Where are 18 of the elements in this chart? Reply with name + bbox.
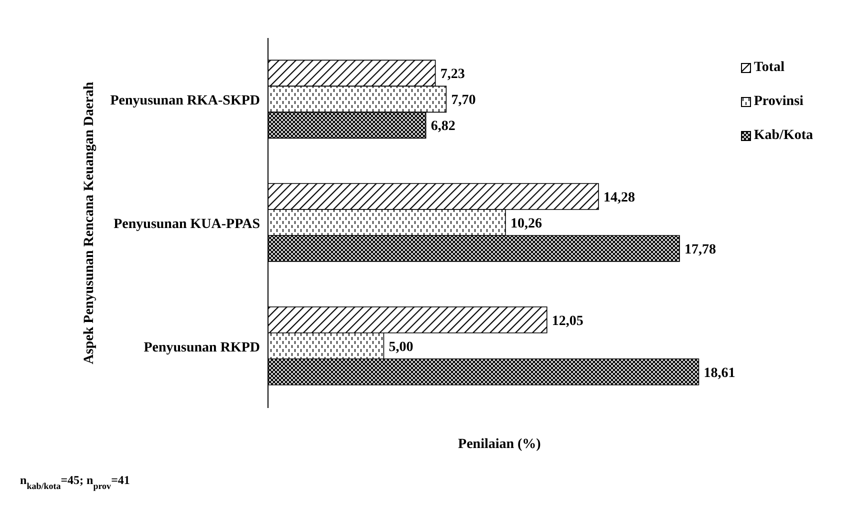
data-label: 10,26 bbox=[510, 216, 542, 232]
x-axis-title: Penilaian (%) bbox=[458, 437, 542, 452]
data-label: 12,05 bbox=[552, 314, 584, 329]
legend-label: Total bbox=[754, 60, 784, 76]
data-label: 7,23 bbox=[440, 67, 465, 82]
data-label: 14,28 bbox=[603, 190, 635, 206]
data-label: 17,78 bbox=[684, 242, 716, 258]
y-axis-title: Aspek Penyusunan Rencana Keuangan Daerah bbox=[82, 82, 97, 364]
y-tick-label: Penyusunan KUA-PPAS bbox=[114, 216, 260, 232]
y-tick-label: Penyusunan RKA-SKPD bbox=[110, 94, 260, 109]
data-label: 7,70 bbox=[451, 93, 476, 108]
data-label: 5,00 bbox=[388, 340, 414, 355]
data-label: 18,61 bbox=[704, 366, 736, 381]
data-label: 6,82 bbox=[430, 119, 456, 134]
y-tick-label: Penyusunan RKPD bbox=[144, 340, 260, 356]
legend-label: Provinsi bbox=[754, 94, 804, 110]
text: n$_{kab/kota}$=45; n$_{prov}$=41 bbox=[20, 473, 130, 491]
legend-label: Kab/Kota bbox=[754, 128, 813, 144]
